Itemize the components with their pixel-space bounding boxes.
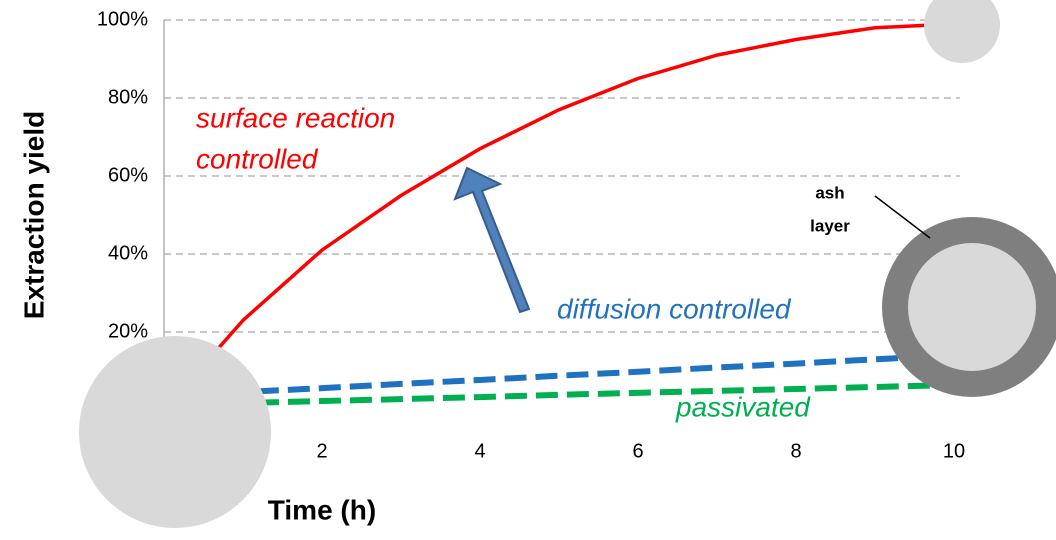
annotation: ash xyxy=(815,183,844,202)
y-axis-title: Extraction yield xyxy=(18,111,49,320)
series-line xyxy=(163,352,955,400)
grid: 20% 40% 60% 80% 100% 2 4 6 8 10 xyxy=(97,8,965,462)
y-tick-label: 20% xyxy=(108,320,148,342)
particle-core xyxy=(908,243,1036,371)
series-line xyxy=(162,22,955,412)
annotation: layer xyxy=(810,216,850,235)
y-tick-label: 60% xyxy=(108,164,148,186)
annotation: diffusion controlled xyxy=(557,293,792,324)
arrow xyxy=(453,166,531,314)
x-tick-label: 4 xyxy=(474,440,485,462)
y-tick-label: 80% xyxy=(108,86,148,108)
lines xyxy=(162,22,955,412)
annotation: controlled xyxy=(196,143,319,174)
series-line xyxy=(163,382,955,408)
annotation: surface reaction xyxy=(196,102,395,133)
pointer-line xyxy=(874,195,931,239)
particle xyxy=(79,336,271,528)
particle xyxy=(924,0,1000,63)
annotation: passivated xyxy=(675,391,811,422)
x-tick-label: 6 xyxy=(632,440,643,462)
y-tick-label: 40% xyxy=(108,242,148,264)
y-tick-label: 100% xyxy=(97,8,148,30)
x-tick-label: 10 xyxy=(943,440,965,462)
x-tick-label: 2 xyxy=(316,440,327,462)
x-tick-label: 8 xyxy=(790,440,801,462)
x-axis-title: Time (h) xyxy=(268,494,376,525)
